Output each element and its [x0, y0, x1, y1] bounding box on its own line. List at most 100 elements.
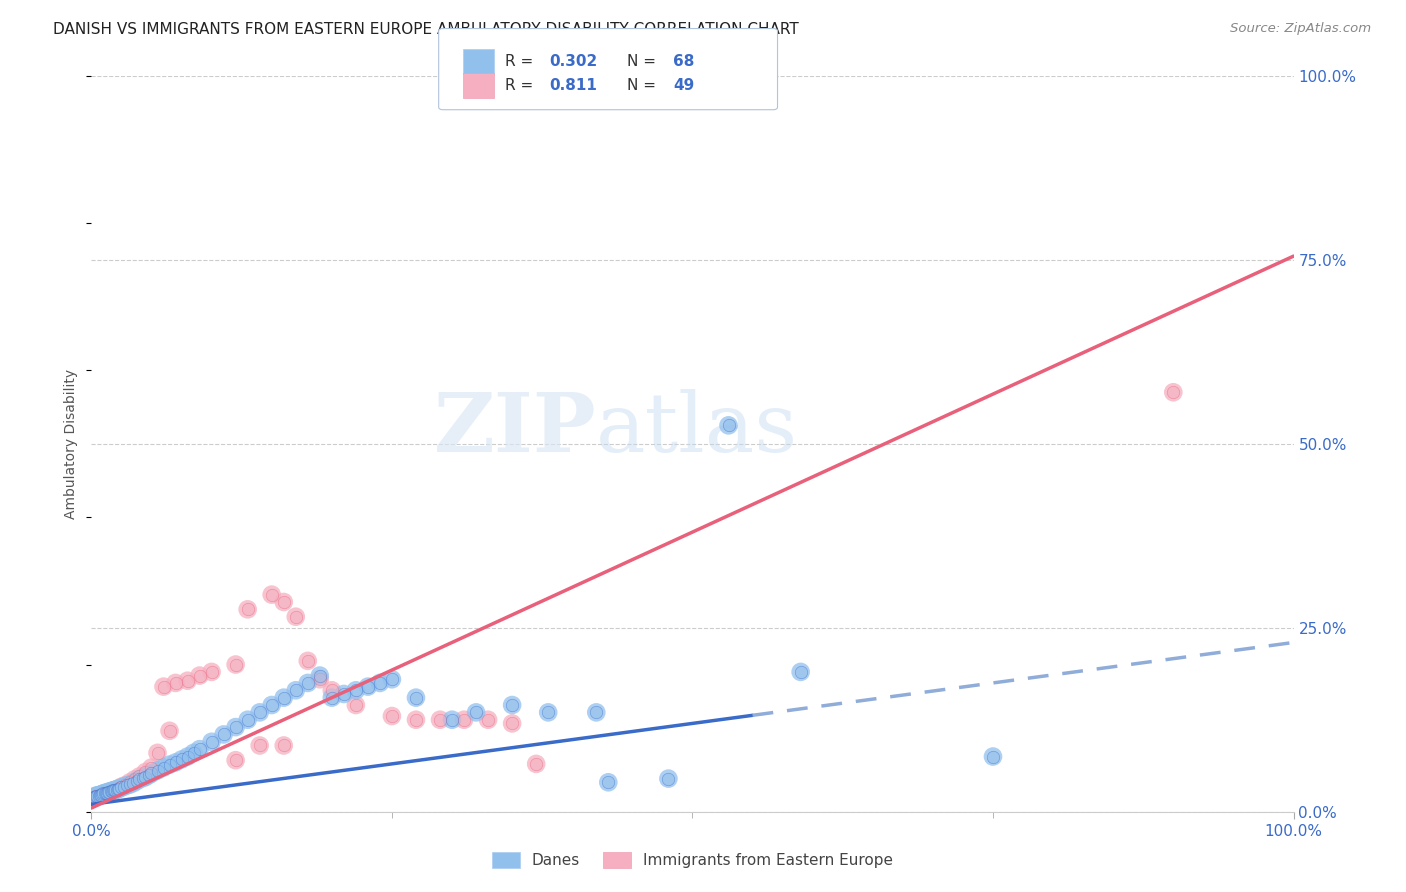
Point	[273, 739, 295, 753]
Point	[159, 723, 181, 738]
Point	[104, 782, 127, 797]
Point	[1161, 385, 1184, 400]
Point	[249, 706, 271, 720]
Y-axis label: Ambulatory Disability: Ambulatory Disability	[65, 368, 79, 519]
Point	[273, 690, 295, 705]
Point	[440, 713, 463, 727]
Point	[93, 786, 115, 800]
Point	[125, 773, 148, 788]
Point	[501, 698, 523, 712]
Point	[134, 764, 156, 779]
Point	[89, 788, 111, 802]
Point	[170, 752, 193, 766]
Point	[344, 683, 367, 698]
Point	[93, 787, 115, 801]
Point	[344, 698, 367, 712]
Point	[297, 654, 319, 668]
Point	[90, 788, 112, 802]
Point	[104, 782, 127, 797]
Point	[110, 780, 132, 795]
Point	[100, 784, 122, 798]
Point	[368, 676, 391, 690]
Point	[96, 786, 118, 800]
Point	[103, 783, 125, 797]
Point	[110, 780, 132, 795]
Point	[89, 789, 111, 803]
Point	[87, 789, 110, 803]
Point	[112, 780, 135, 794]
Point	[225, 753, 247, 767]
Point	[100, 784, 122, 798]
Point	[1161, 385, 1184, 400]
Point	[333, 687, 356, 701]
Point	[524, 756, 547, 771]
Text: ZIP: ZIP	[433, 389, 596, 469]
Point	[84, 790, 107, 805]
Point	[176, 673, 198, 688]
Point	[236, 713, 259, 727]
Point	[118, 777, 141, 791]
Point	[98, 785, 121, 799]
Point	[236, 713, 259, 727]
Point	[585, 706, 607, 720]
Point	[134, 764, 156, 779]
Point	[128, 772, 150, 787]
Legend: Danes, Immigrants from Eastern Europe: Danes, Immigrants from Eastern Europe	[486, 846, 898, 874]
Point	[368, 676, 391, 690]
Point	[87, 789, 110, 803]
Point	[453, 713, 475, 727]
Point	[297, 654, 319, 668]
Point	[308, 673, 330, 687]
Point	[201, 665, 224, 679]
Point	[107, 781, 129, 796]
Point	[114, 778, 136, 792]
Point	[152, 760, 174, 774]
Point	[101, 784, 124, 798]
Point	[405, 713, 427, 727]
Point	[141, 760, 163, 774]
Point	[108, 781, 131, 796]
Point	[321, 683, 343, 698]
Point	[84, 789, 107, 803]
Point	[188, 742, 211, 756]
Point	[225, 720, 247, 734]
Point	[381, 709, 404, 723]
Text: 0.811: 0.811	[550, 78, 598, 94]
Point	[308, 668, 330, 682]
Point	[128, 769, 150, 783]
Point	[249, 706, 271, 720]
Text: Source: ZipAtlas.com: Source: ZipAtlas.com	[1230, 22, 1371, 36]
Point	[524, 756, 547, 771]
Point	[93, 787, 115, 801]
Point	[453, 713, 475, 727]
Point	[405, 713, 427, 727]
Point	[598, 775, 620, 789]
Point	[981, 749, 1004, 764]
Point	[118, 775, 141, 789]
Point	[537, 706, 560, 720]
Point	[128, 772, 150, 787]
Point	[344, 698, 367, 712]
Point	[90, 788, 112, 802]
Point	[101, 783, 124, 797]
Point	[236, 602, 259, 616]
Point	[537, 706, 560, 720]
Point	[141, 766, 163, 780]
Point	[84, 789, 107, 803]
Point	[789, 665, 811, 679]
Point	[93, 786, 115, 800]
Point	[260, 698, 283, 712]
Point	[98, 785, 121, 799]
Point	[165, 756, 187, 770]
Point	[132, 771, 155, 785]
Point	[381, 673, 404, 687]
Point	[357, 680, 380, 694]
Point	[201, 665, 224, 679]
Point	[981, 749, 1004, 764]
Point	[84, 790, 107, 805]
Point	[273, 690, 295, 705]
Point	[297, 676, 319, 690]
Point	[381, 673, 404, 687]
Point	[91, 787, 114, 801]
Point	[260, 588, 283, 602]
